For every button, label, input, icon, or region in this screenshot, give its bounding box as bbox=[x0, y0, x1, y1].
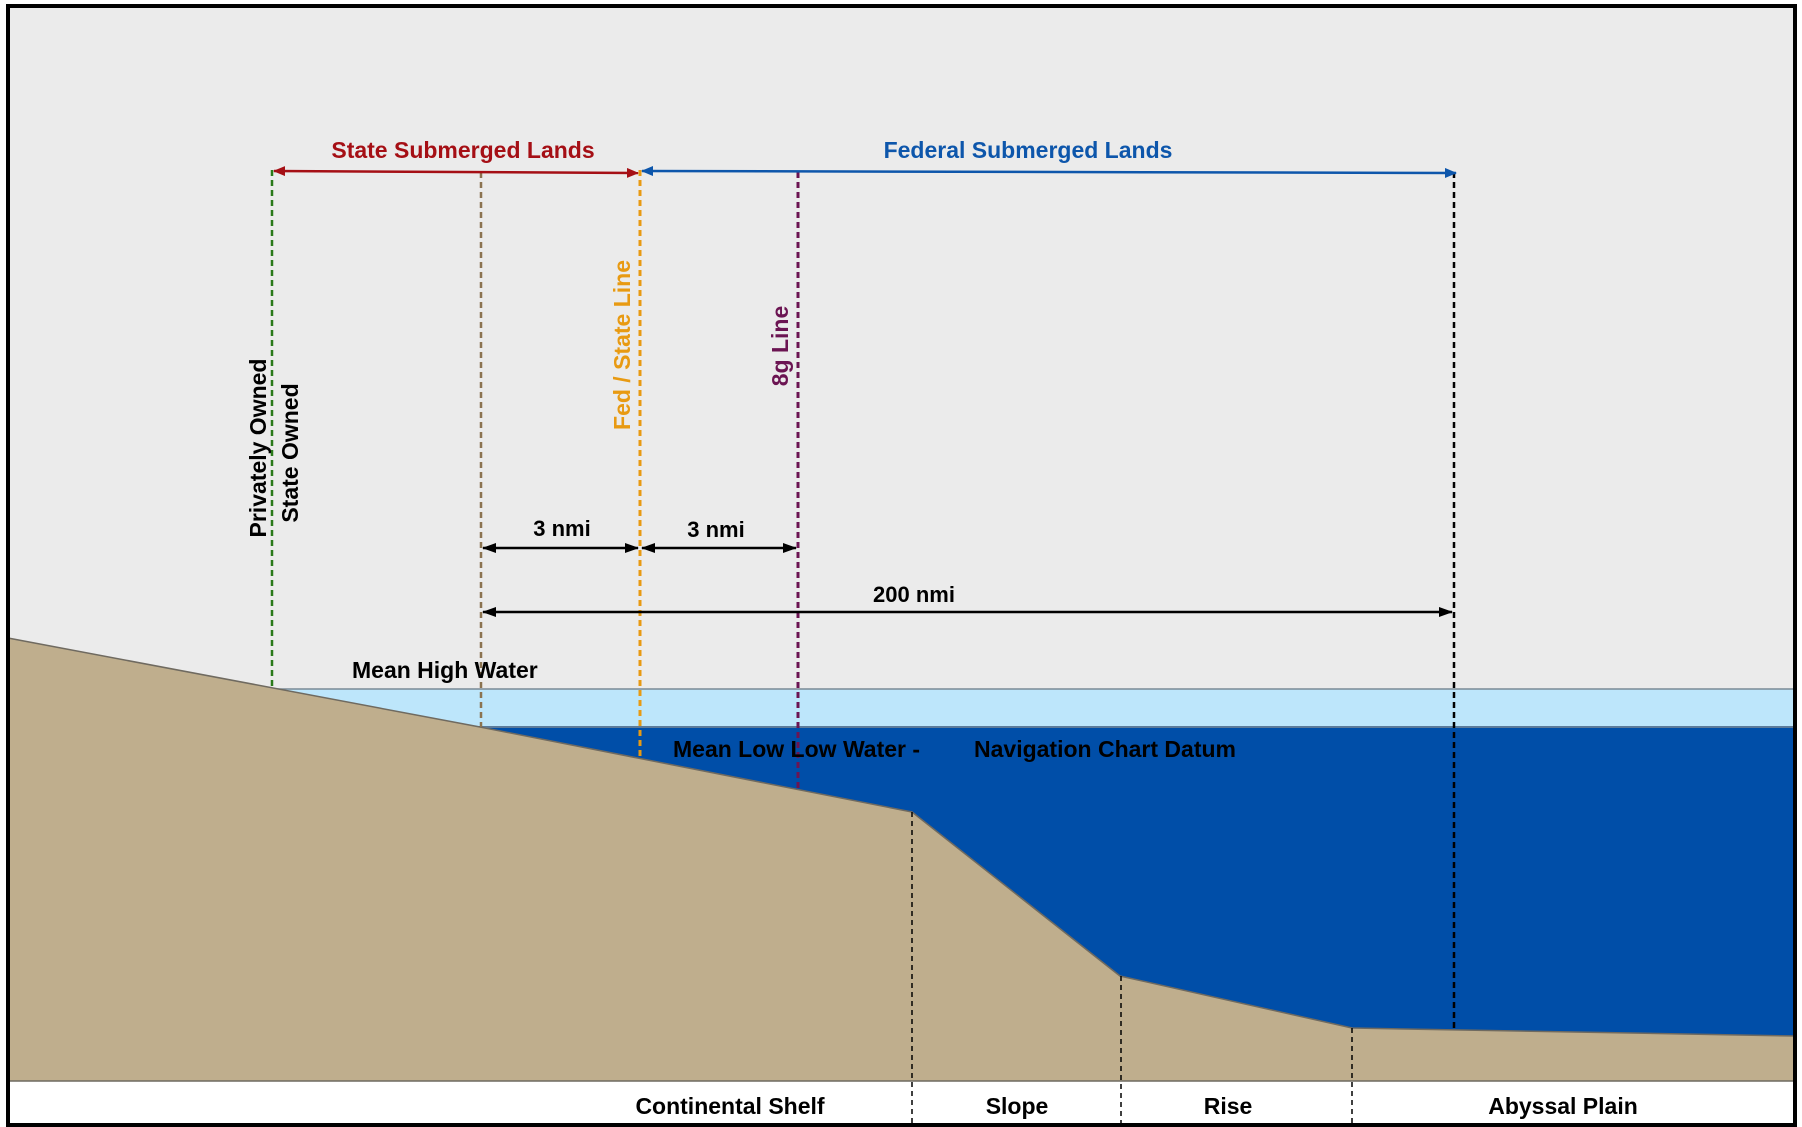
mean-high-water-label: Mean High Water bbox=[352, 657, 538, 683]
federal-submerged-lands-arrow bbox=[641, 166, 1457, 178]
fed-state-line-label: Fed / State Line bbox=[609, 260, 635, 430]
zone-abyssal-plain-label: Abyssal Plain bbox=[1488, 1093, 1638, 1119]
eight-g-line-label: 8g Line bbox=[767, 306, 793, 387]
zone-rise-label: Rise bbox=[1204, 1093, 1253, 1119]
state-submerged-lands-label: State Submerged Lands bbox=[331, 137, 594, 163]
navigation-chart-datum-label: Navigation Chart Datum bbox=[974, 736, 1236, 762]
zone-slope-label: Slope bbox=[986, 1093, 1049, 1119]
zone-label-band bbox=[8, 1081, 1795, 1125]
two-hundred-nmi-label: 200 nmi bbox=[873, 582, 955, 607]
diagram-frame bbox=[6, 4, 1797, 1127]
three-nmi-label-b: 3 nmi bbox=[687, 517, 744, 542]
three-nmi-label-a: 3 nmi bbox=[533, 516, 590, 541]
privately-owned-label: Privately Owned bbox=[245, 359, 271, 538]
state-submerged-lands-arrow bbox=[273, 166, 639, 178]
mean-low-low-water-label: Mean Low Low Water - bbox=[673, 736, 920, 762]
zone-continental-shelf-label: Continental Shelf bbox=[635, 1093, 824, 1119]
federal-submerged-lands-label: Federal Submerged Lands bbox=[884, 137, 1173, 163]
state-owned-label: State Owned bbox=[277, 383, 303, 522]
